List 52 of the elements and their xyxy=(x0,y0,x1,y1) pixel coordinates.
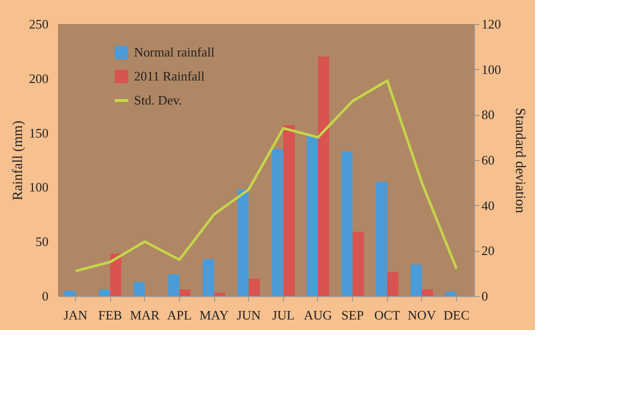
y-tick-label: 250 xyxy=(29,16,48,32)
y2-tick-label: 20 xyxy=(482,243,494,258)
y-tick-label: 0 xyxy=(42,288,48,304)
bar xyxy=(98,289,110,296)
bar xyxy=(410,264,422,296)
bar xyxy=(306,136,318,296)
x-tick-label: FEB xyxy=(98,308,122,322)
y-tick-label: 200 xyxy=(29,70,48,86)
bar xyxy=(64,290,76,296)
x-tick-label: APL xyxy=(167,308,192,322)
x-tick-label: JUL xyxy=(272,308,295,322)
y2-tick-label: 120 xyxy=(482,16,501,32)
y-axis-title: Rainfall (mm) xyxy=(11,120,26,200)
y2-tick-label: 80 xyxy=(482,107,494,122)
x-tick-label: DEC xyxy=(444,308,470,322)
bar xyxy=(422,289,434,296)
bar xyxy=(110,254,122,296)
x-tick-label: JAN xyxy=(64,308,88,322)
x-tick-label: AUG xyxy=(304,308,332,322)
legend-label: 2011 Rainfall xyxy=(134,68,206,84)
bar xyxy=(445,292,457,296)
x-tick-label: OCT xyxy=(374,308,400,322)
bar xyxy=(272,149,284,296)
bar xyxy=(168,274,180,296)
y2-tick-label: 40 xyxy=(482,198,494,213)
x-tick-label: SEP xyxy=(341,308,364,322)
legend-label: Normal rainfall xyxy=(134,44,215,60)
bar xyxy=(341,151,353,296)
bar xyxy=(376,182,388,296)
bar xyxy=(387,272,398,296)
x-tick-label: NOV xyxy=(408,308,437,322)
x-tick-label: MAY xyxy=(199,308,230,322)
legend-label: Std. Dev. xyxy=(134,92,182,108)
y-tick-label: 100 xyxy=(29,180,48,195)
x-tick-label: JUN xyxy=(236,308,262,322)
bar xyxy=(248,278,260,296)
y2-axis-title: Standard deviation xyxy=(512,108,527,214)
bar xyxy=(134,282,145,296)
y2-tick-label: 0 xyxy=(482,288,488,304)
y-tick-label: 50 xyxy=(36,234,48,250)
y2-tick-label: 100 xyxy=(482,62,501,77)
bar xyxy=(352,232,364,296)
y2-tick-label: 60 xyxy=(482,152,494,168)
y-tick-label: 150 xyxy=(29,125,48,140)
line-series xyxy=(74,79,458,272)
bar xyxy=(202,259,214,296)
bar xyxy=(214,292,226,296)
x-tick-label: MAR xyxy=(130,308,160,322)
bar xyxy=(179,289,191,296)
bar xyxy=(237,189,249,296)
bar xyxy=(318,56,330,296)
bar xyxy=(283,125,295,296)
